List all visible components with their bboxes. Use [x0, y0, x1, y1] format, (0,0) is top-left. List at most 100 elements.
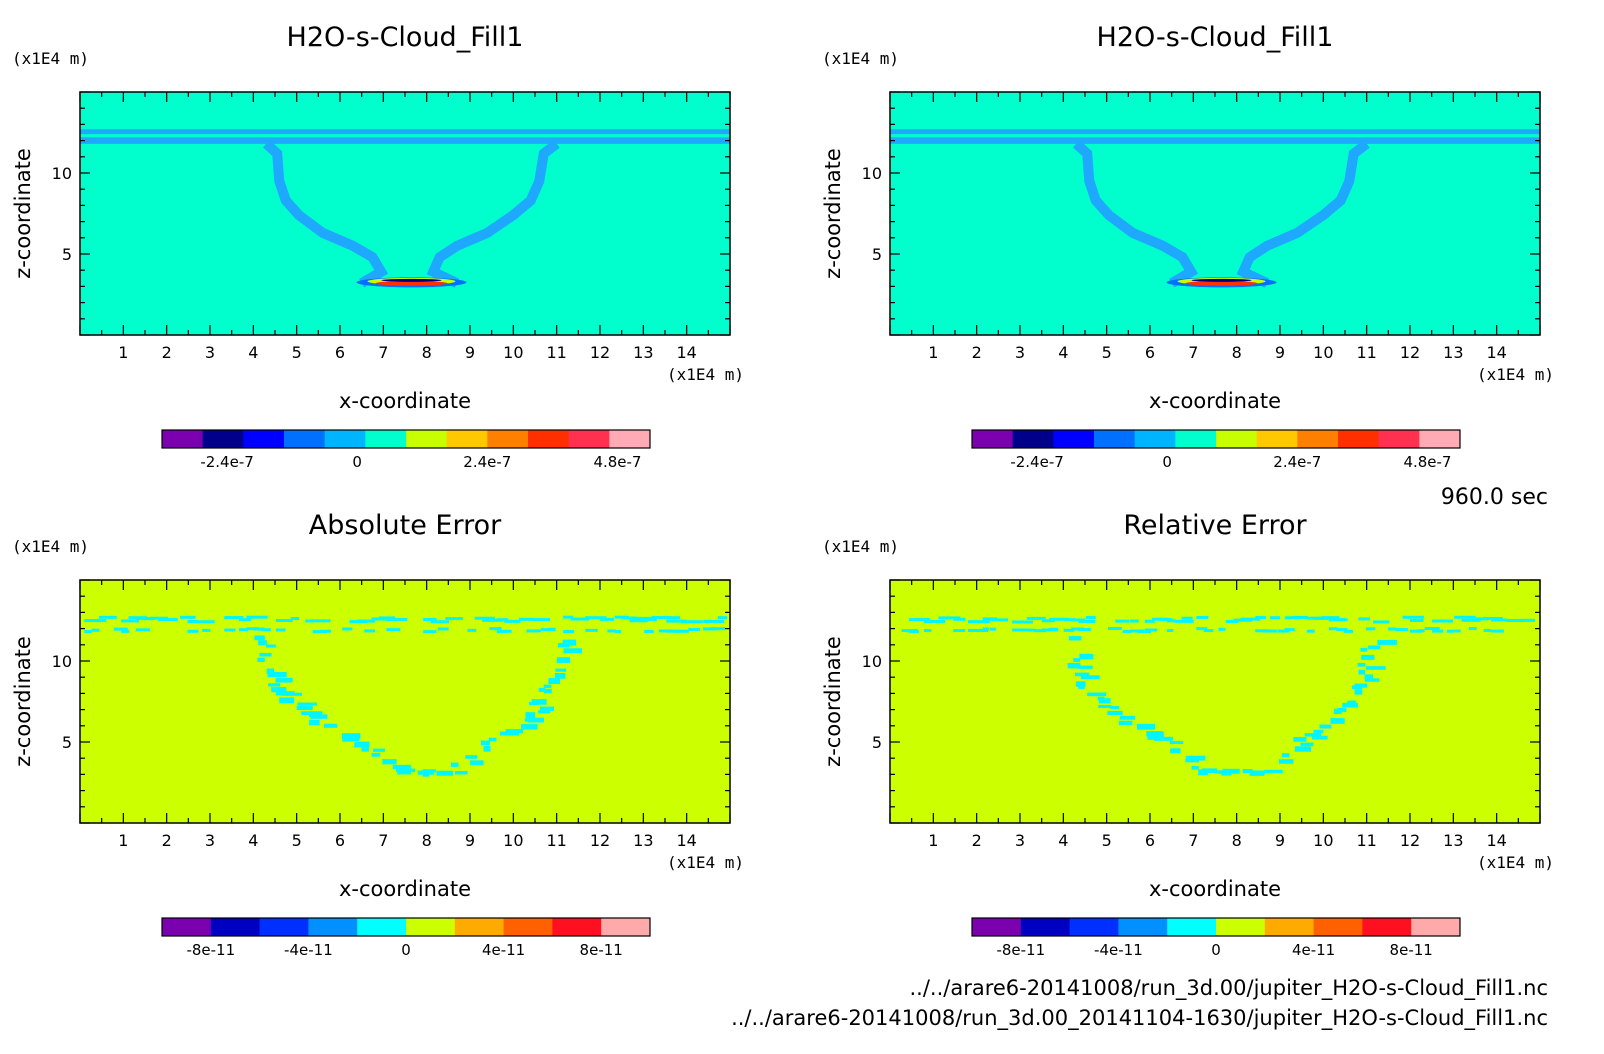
- error-speckle: [1281, 753, 1290, 758]
- x-tick-label: 4: [1058, 831, 1068, 850]
- x-unit-label: (x1E4 m): [667, 365, 744, 384]
- colorbar-tick-label: 0: [352, 453, 362, 471]
- x-tick-label: 3: [205, 831, 215, 850]
- error-speckle: [364, 619, 376, 623]
- error-speckle: [975, 629, 988, 633]
- error-speckle: [585, 616, 607, 620]
- error-speckle: [614, 630, 621, 634]
- error-speckle: [488, 737, 497, 742]
- error-speckle: [266, 644, 276, 648]
- error-speckle: [563, 648, 583, 654]
- colorbar-tick-label: -8e-11: [996, 941, 1045, 959]
- error-speckle: [423, 617, 437, 621]
- error-speckle: [342, 737, 355, 742]
- error-speckle: [1130, 619, 1139, 623]
- y-axis-label: z-coordinate: [11, 148, 35, 279]
- error-speckle: [1181, 616, 1193, 620]
- x-tick-label: 9: [1275, 831, 1285, 850]
- error-speckle: [1368, 645, 1381, 650]
- error-speckle: [953, 629, 966, 633]
- colorbar-swatch: [202, 430, 244, 448]
- error-speckle: [1240, 617, 1261, 621]
- error-speckle: [224, 616, 244, 620]
- plot-background: [80, 92, 730, 335]
- error-speckle: [392, 764, 412, 770]
- colorbar-swatch: [601, 918, 651, 936]
- error-speckle: [1185, 758, 1200, 763]
- colorbar-tick-label: 2.4e-7: [463, 453, 511, 471]
- error-speckle: [1218, 627, 1226, 631]
- y-unit-label: (x1E4 m): [822, 49, 899, 68]
- error-speckle: [1196, 615, 1209, 619]
- x-tick-label: 10: [1313, 831, 1333, 850]
- error-speckle: [135, 628, 151, 632]
- colorbar-swatch: [503, 918, 553, 936]
- error-speckle: [556, 657, 571, 663]
- error-speckle: [990, 618, 1009, 622]
- x-tick-label: 10: [1313, 343, 1333, 362]
- x-tick-label: 10: [503, 343, 523, 362]
- plot-background: [890, 92, 1540, 335]
- error-speckle: [968, 620, 990, 624]
- x-tick-label: 1: [928, 831, 938, 850]
- error-speckle: [554, 673, 566, 679]
- y-axis-label: z-coordinate: [821, 148, 845, 279]
- error-speckle: [1075, 672, 1090, 677]
- x-tick-label: 4: [248, 831, 258, 850]
- error-speckle: [1107, 627, 1122, 631]
- x-tick-label: 11: [546, 831, 566, 850]
- error-speckle: [1373, 620, 1390, 624]
- error-speckle: [489, 627, 502, 631]
- error-speckle: [305, 619, 315, 623]
- error-speckle: [982, 617, 998, 621]
- y-tick-label: 10: [862, 164, 882, 183]
- colorbar-tick-label: 0: [1211, 941, 1221, 959]
- error-speckle: [1079, 653, 1094, 660]
- error-speckle: [267, 671, 287, 678]
- error-speckle: [717, 616, 728, 620]
- x-tick-label: 1: [928, 343, 938, 362]
- error-speckle: [1169, 740, 1184, 745]
- error-speckle: [658, 629, 672, 633]
- error-speckle: [364, 629, 376, 633]
- colorbar-swatch: [1118, 918, 1168, 936]
- x-tick-label: 7: [378, 343, 388, 362]
- error-speckle: [1159, 618, 1173, 622]
- error-speckle: [562, 639, 577, 646]
- colorbar-tick-label: -4e-11: [1094, 941, 1143, 959]
- x-tick-label: 13: [1443, 831, 1463, 850]
- colorbar-tick-label: -4e-11: [284, 941, 333, 959]
- cloud-band-lower: [890, 137, 1540, 144]
- error-speckle: [555, 668, 567, 672]
- error-speckle: [1270, 616, 1281, 620]
- error-speckle: [1284, 628, 1295, 632]
- error-speckle: [563, 630, 574, 634]
- cloud-wall-left: [262, 140, 389, 288]
- colorbar-swatch: [1362, 918, 1412, 936]
- error-speckle: [483, 745, 491, 752]
- x-tick-label: 9: [1275, 343, 1285, 362]
- error-speckle: [1185, 755, 1206, 761]
- error-speckle: [526, 629, 541, 633]
- error-speckle: [1078, 628, 1091, 632]
- error-speckle: [644, 618, 657, 622]
- x-unit-label: (x1E4 m): [1477, 365, 1554, 384]
- error-speckle: [538, 687, 546, 692]
- error-speckle: [1336, 628, 1348, 632]
- error-speckle: [422, 769, 437, 773]
- error-speckle: [1312, 735, 1328, 740]
- error-speckle: [1146, 731, 1164, 738]
- error-speckle: [361, 745, 369, 752]
- error-speckle: [1454, 629, 1461, 633]
- error-speckle: [257, 657, 265, 662]
- error-speckle: [1073, 658, 1081, 663]
- error-speckle: [703, 619, 725, 623]
- error-speckle: [1099, 698, 1111, 704]
- colorbar-tick-label: -2.4e-7: [200, 453, 253, 471]
- error-speckle: [282, 692, 302, 696]
- error-speckle: [527, 717, 544, 723]
- error-speckle: [968, 628, 981, 632]
- error-speckle: [467, 628, 477, 632]
- cloud-wall-right: [1236, 139, 1370, 288]
